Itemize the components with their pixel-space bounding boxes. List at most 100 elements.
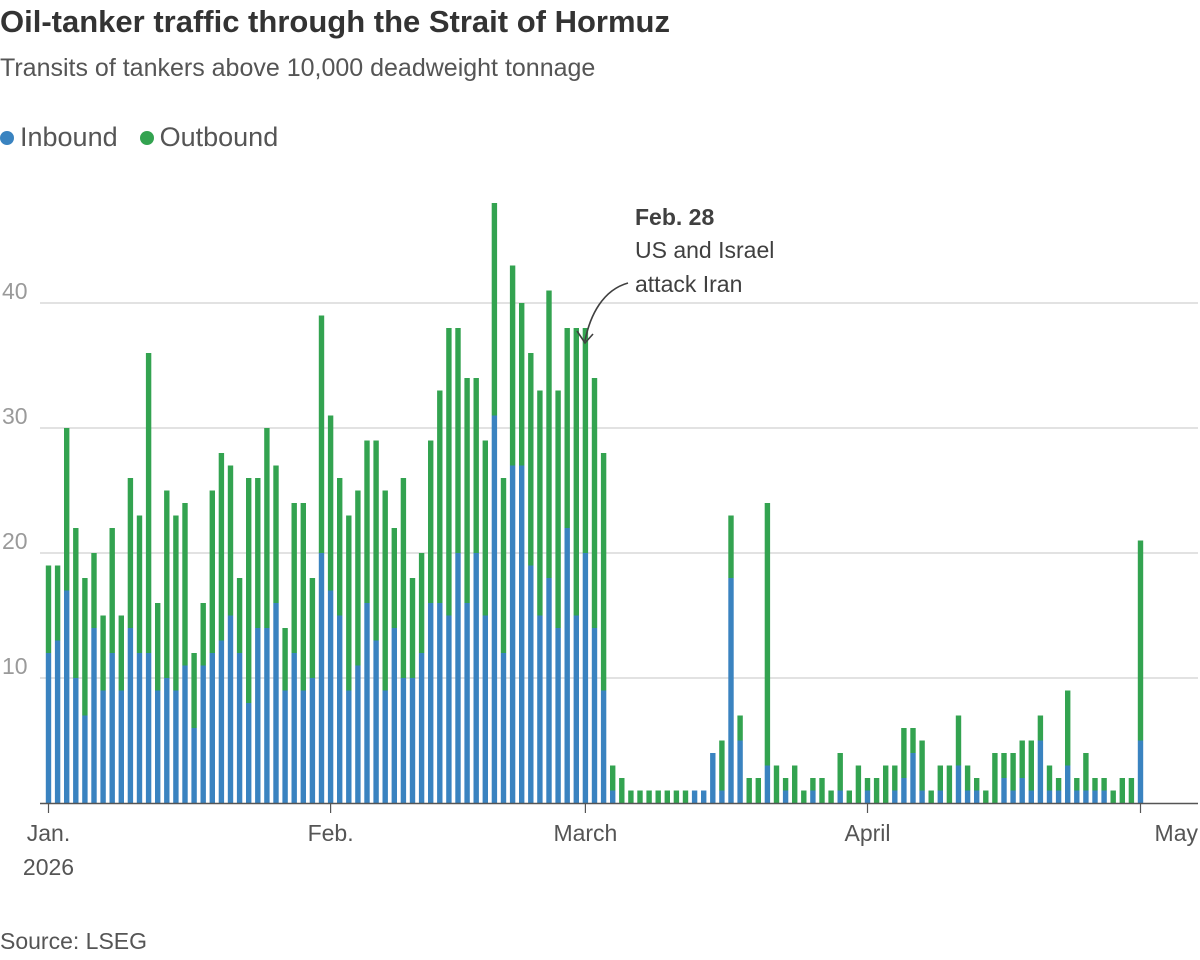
bar-inbound xyxy=(573,615,579,803)
bar-inbound xyxy=(409,678,416,803)
bar-inbound xyxy=(564,528,570,803)
bar-inbound xyxy=(919,790,925,803)
x-tick-label: March xyxy=(553,820,617,846)
inbound-swatch-icon xyxy=(0,130,14,145)
bar-outbound xyxy=(182,503,188,666)
bar-outbound xyxy=(764,503,771,766)
bar-outbound xyxy=(473,378,479,553)
bar-inbound xyxy=(1046,790,1053,803)
bar-outbound xyxy=(82,578,88,716)
bar-outbound xyxy=(728,515,734,578)
bar-outbound xyxy=(637,790,643,803)
bar-inbound xyxy=(1001,778,1007,803)
bar-inbound xyxy=(291,653,297,803)
annotation-line-2: attack Iran xyxy=(635,271,742,297)
bar-inbound xyxy=(937,790,943,803)
bar-inbound xyxy=(837,790,843,803)
bar-outbound xyxy=(628,790,634,803)
bar-outbound xyxy=(145,353,152,653)
bar-outbound xyxy=(491,203,498,416)
bar-outbound xyxy=(682,790,689,803)
bar-outbound xyxy=(619,778,625,803)
bar-inbound xyxy=(273,603,279,803)
bar-inbound xyxy=(1019,778,1025,803)
bar-inbound xyxy=(591,628,598,803)
bar-outbound xyxy=(64,428,70,591)
x-tick-label: April xyxy=(844,820,890,846)
bar-outbound xyxy=(1046,765,1053,791)
bar-outbound xyxy=(801,790,807,803)
bar-inbound xyxy=(600,690,607,803)
bar-outbound xyxy=(573,328,579,616)
bar-outbound xyxy=(273,465,279,603)
bar-inbound xyxy=(109,653,115,803)
bar-inbound xyxy=(1074,790,1080,803)
bar-inbound xyxy=(1137,740,1144,803)
bar-outbound xyxy=(964,765,971,791)
bar-inbound xyxy=(255,628,261,803)
bar-inbound xyxy=(701,790,707,803)
bar-outbound xyxy=(255,478,261,628)
bar-outbound xyxy=(646,790,652,803)
bar-outbound xyxy=(191,653,197,728)
bar-outbound xyxy=(509,265,516,466)
bar-outbound xyxy=(346,515,352,691)
bar-inbound xyxy=(519,465,525,803)
bar-outbound xyxy=(901,728,907,778)
bar-outbound xyxy=(582,328,589,553)
bar-outbound xyxy=(928,790,934,803)
bar-inbound xyxy=(446,615,452,803)
bar-outbound xyxy=(309,578,316,678)
bar-outbound xyxy=(1065,690,1071,766)
bar-outbound xyxy=(1028,740,1034,791)
bar-inbound xyxy=(182,665,188,803)
bar-outbound xyxy=(846,790,852,803)
bar-outbound xyxy=(227,465,234,616)
bar-inbound xyxy=(428,603,434,803)
bar-inbound xyxy=(482,615,488,803)
bar-outbound xyxy=(291,503,297,653)
bar-inbound xyxy=(64,590,70,803)
bar-outbound xyxy=(127,478,134,628)
bar-inbound xyxy=(892,790,898,803)
bar-outbound xyxy=(73,528,79,678)
bar-outbound xyxy=(337,478,343,616)
bar-outbound xyxy=(737,715,743,741)
bar-inbound xyxy=(810,790,816,803)
y-tick-label: 20 xyxy=(2,528,28,554)
bar-inbound xyxy=(500,653,507,803)
grid-layer: 10 20 30 40 xyxy=(2,278,1198,679)
bar-inbound xyxy=(300,690,306,803)
bar-outbound xyxy=(1128,778,1135,803)
bar-inbound xyxy=(964,790,971,803)
bar-outbound xyxy=(1001,753,1007,778)
bar-inbound xyxy=(355,665,361,803)
bar-outbound xyxy=(264,428,270,628)
bar-inbound xyxy=(737,740,743,803)
bar-inbound xyxy=(82,715,88,803)
bar-outbound xyxy=(155,603,161,691)
bar-inbound xyxy=(145,653,152,803)
bar-outbound xyxy=(664,790,670,803)
legend-item-outbound: Outbound xyxy=(139,122,278,153)
bar-inbound xyxy=(400,678,407,803)
bar-inbound xyxy=(719,790,725,803)
bar-inbound xyxy=(710,753,716,803)
bar-outbound xyxy=(136,515,143,653)
bar-inbound xyxy=(955,765,962,803)
bar-inbound xyxy=(327,590,334,803)
bar-outbound xyxy=(910,728,916,753)
bar-outbound xyxy=(1137,540,1144,741)
bar-inbound xyxy=(610,790,616,803)
bar-inbound xyxy=(136,653,143,803)
x-tick-label: Jan. xyxy=(27,820,70,846)
x-tick-label: May xyxy=(1155,820,1199,846)
bar-outbound xyxy=(173,515,179,691)
bar-outbound xyxy=(400,478,407,678)
bar-outbound xyxy=(409,578,416,678)
bar-inbound xyxy=(73,678,79,803)
bar-outbound xyxy=(364,440,370,603)
bar-inbound xyxy=(555,628,561,803)
bar-inbound xyxy=(337,615,343,803)
bar-inbound xyxy=(173,690,179,803)
